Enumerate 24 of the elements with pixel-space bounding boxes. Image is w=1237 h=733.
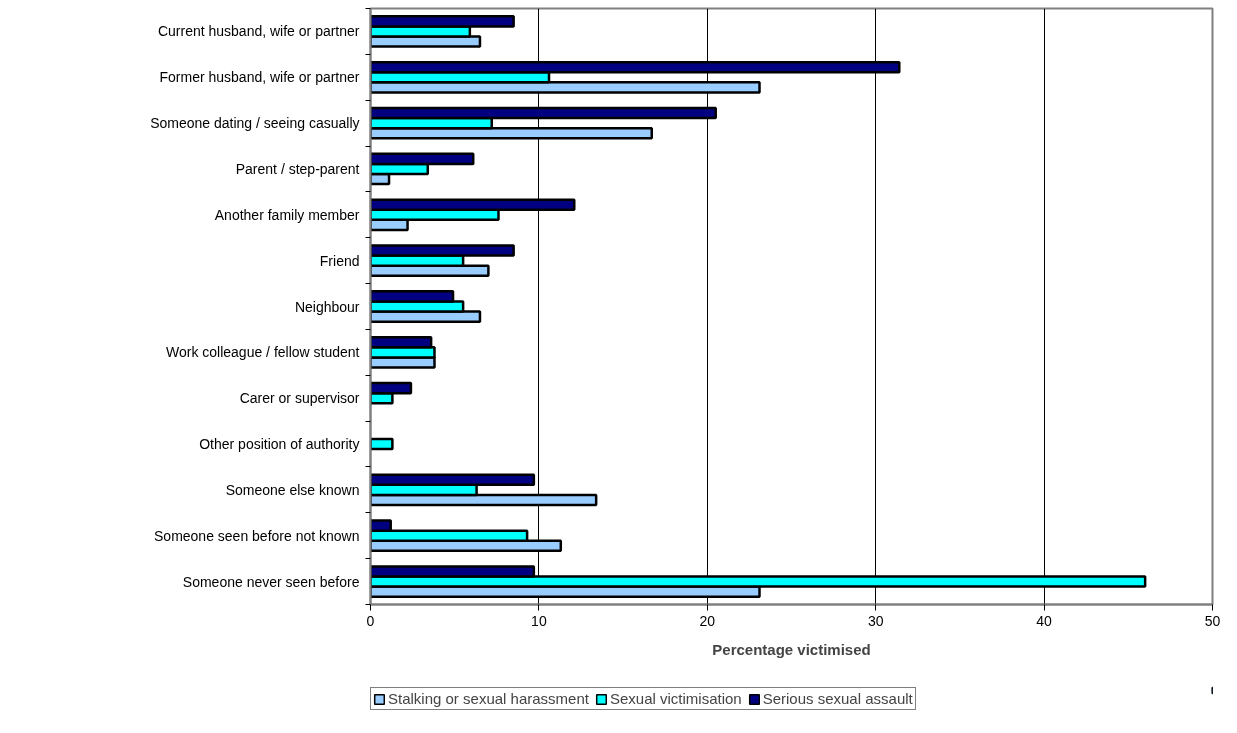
- bar: [370, 437, 394, 451]
- legend-label: Sexual victimisation: [609, 690, 742, 707]
- y-tick-label: Carer or supervisor: [239, 390, 360, 407]
- x-tick-label: 50: [1204, 612, 1221, 629]
- y-tick-label: Neighbour: [294, 298, 360, 315]
- y-tick-label: Someone else known: [225, 481, 360, 498]
- x-tick-label: 0: [366, 612, 375, 629]
- y-tick-label: Someone dating / seeing casually: [150, 115, 360, 132]
- legend-label: Stalking or sexual harassment: [388, 690, 589, 707]
- y-tick-label: Work colleague / fellow student: [165, 344, 360, 361]
- y-tick-label: Someone never seen before: [182, 573, 360, 590]
- y-tick-label: Friend: [319, 252, 360, 269]
- legend-label: Serious sexual assault: [762, 690, 913, 707]
- y-tick-label: Another family member: [214, 206, 360, 223]
- x-tick-label: 10: [531, 612, 547, 629]
- x-tick-label: 20: [699, 612, 716, 629]
- x-tick-label: 30: [867, 612, 884, 629]
- y-tick-label: Other position of authority: [199, 436, 360, 453]
- y-tick-label: Someone seen before not known: [154, 527, 360, 544]
- x-axis-title: Percentage victimised: [712, 640, 871, 658]
- y-tick-label: Former husband, wife or partner: [159, 69, 360, 86]
- x-tick-label: 40: [1036, 612, 1053, 629]
- y-tick-label: Parent / step-parent: [235, 160, 360, 177]
- y-tick-label: Current husband, wife or partner: [157, 23, 360, 40]
